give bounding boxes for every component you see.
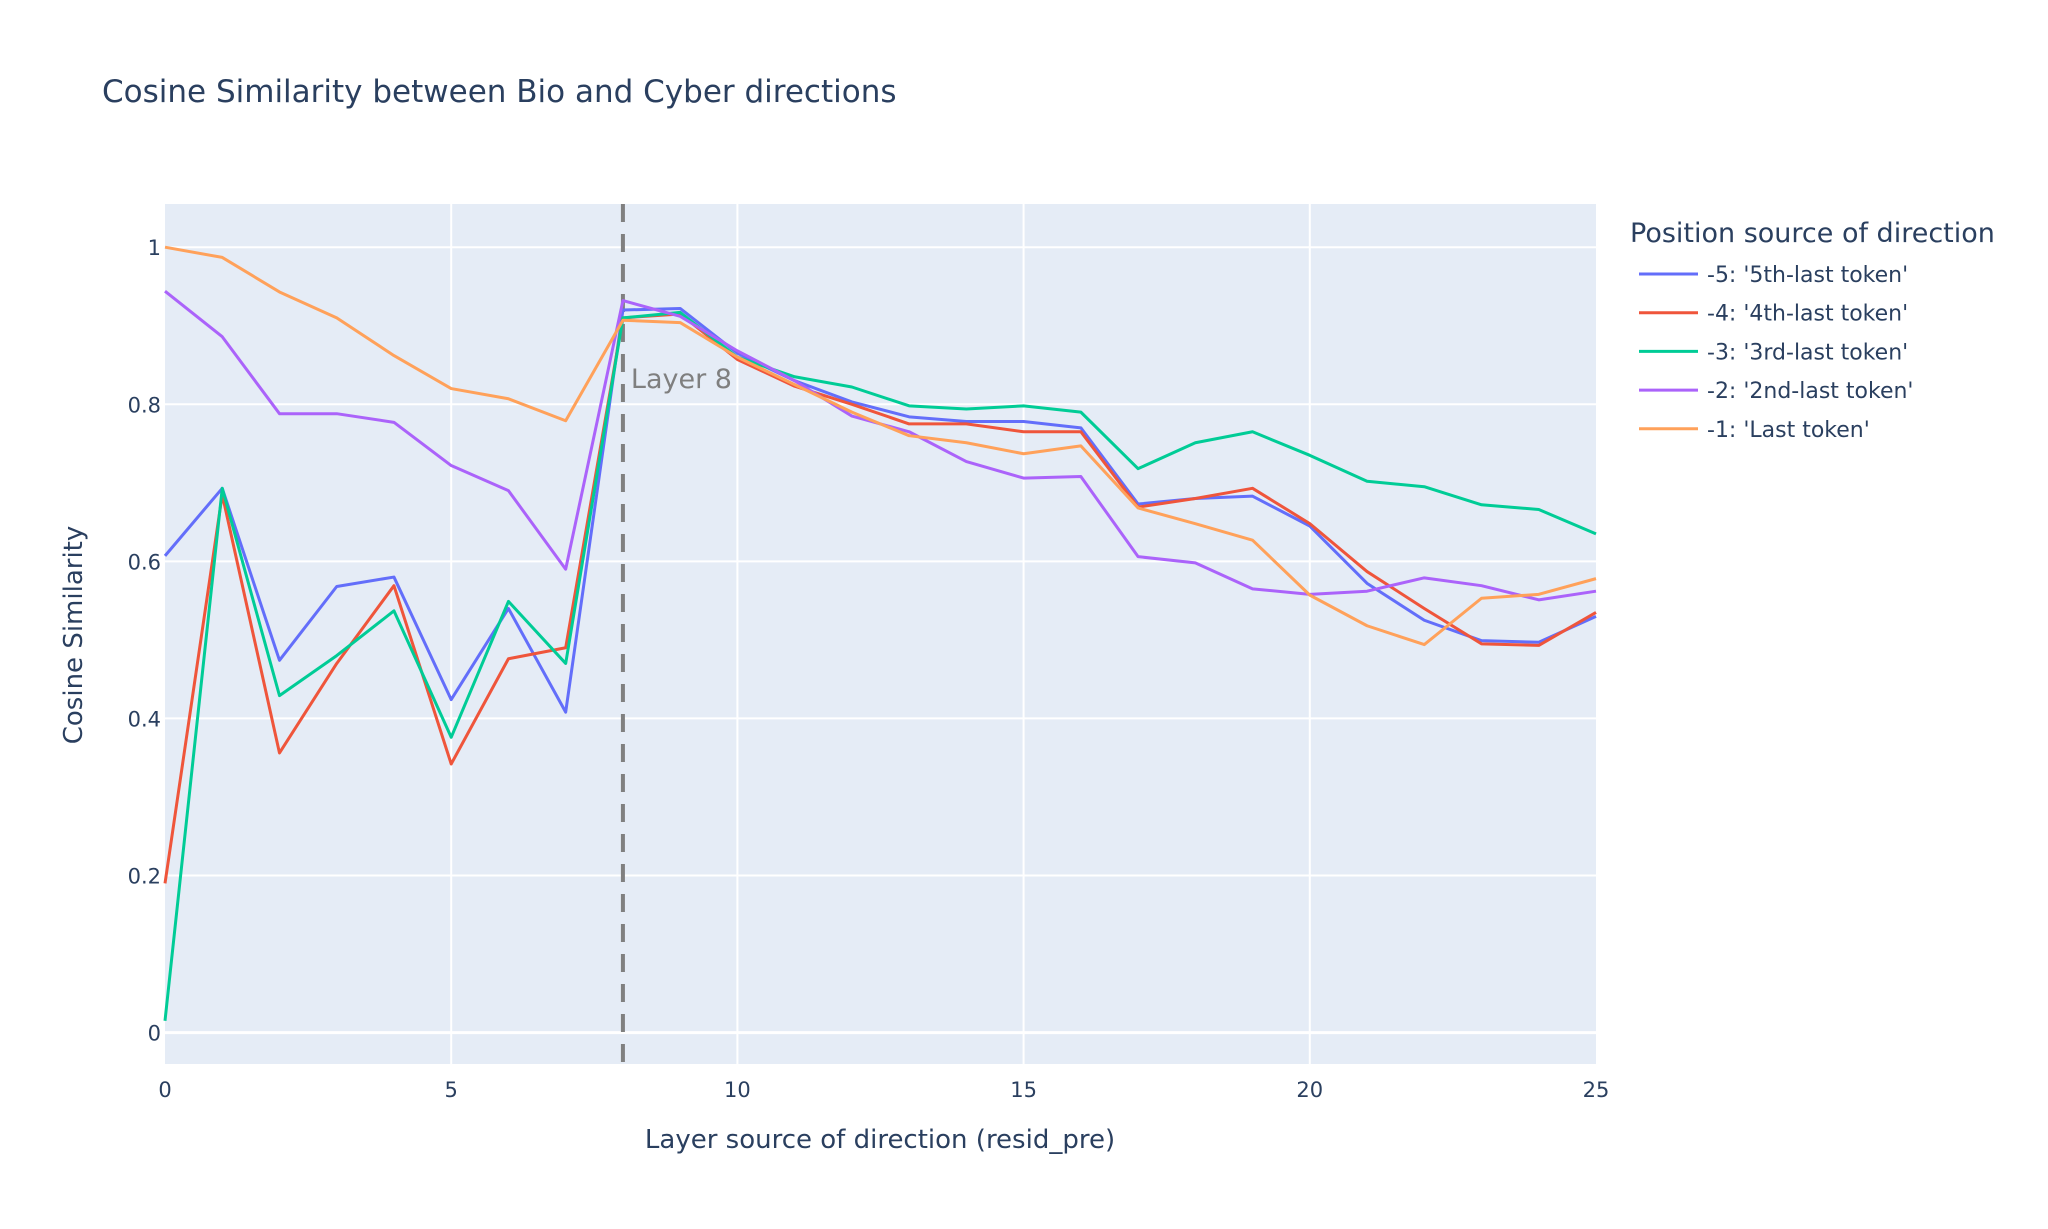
y-tick-label: 1 xyxy=(148,236,161,260)
legend-label: -1: 'Last token' xyxy=(1707,418,1870,443)
y-tick-label: 0.2 xyxy=(128,865,161,889)
y-tick-label: 0.6 xyxy=(128,550,161,574)
series-line xyxy=(163,310,1597,1021)
y-axis-title: Cosine Similarity xyxy=(59,526,89,745)
series-line xyxy=(163,306,1597,714)
legend-item[interactable]: -4: '4th-last token' xyxy=(1639,302,1908,327)
x-axis-title: Layer source of direction (resid_pre) xyxy=(645,1125,1115,1155)
legend-item[interactable]: -2: '2nd-last token' xyxy=(1639,379,1913,404)
plot-background xyxy=(165,204,1596,1064)
y-tick-label: 0 xyxy=(148,1022,161,1046)
legend-label: -3: '3rd-last token' xyxy=(1707,340,1908,365)
tick-labels: 0 5 10 15 20 25 0 0.2 0.4 0.6 0.8 1 xyxy=(128,236,1610,1102)
legend-item[interactable]: -5: '5th-last token' xyxy=(1639,263,1908,288)
x-tick-label: 10 xyxy=(724,1078,751,1102)
legend-label: -2: '2nd-last token' xyxy=(1707,379,1913,404)
series-lines xyxy=(163,245,1597,1021)
x-tick-label: 15 xyxy=(1010,1078,1037,1102)
y-tick-label: 0.8 xyxy=(128,393,161,417)
x-tick-label: 5 xyxy=(445,1078,458,1102)
legend-title: Position source of direction xyxy=(1630,218,1995,249)
legend-label: -4: '4th-last token' xyxy=(1707,302,1908,327)
legend: Position source of direction -5: '5th-la… xyxy=(1630,218,1995,443)
gridlines xyxy=(165,204,1596,1064)
series-line xyxy=(163,312,1597,884)
x-tick-label: 25 xyxy=(1583,1078,1610,1102)
y-tick-label: 0.4 xyxy=(128,707,161,731)
legend-label: -5: '5th-last token' xyxy=(1707,263,1908,288)
legend-item[interactable]: -3: '3rd-last token' xyxy=(1639,340,1908,365)
annotation-label: Layer 8 xyxy=(631,364,732,395)
series-line xyxy=(164,245,1597,647)
x-tick-label: 20 xyxy=(1296,1078,1323,1102)
annotation-layer-8: Layer 8 xyxy=(620,204,732,1064)
x-tick-label: 0 xyxy=(158,1078,171,1102)
chart-title: Cosine Similarity between Bio and Cyber … xyxy=(102,74,897,110)
legend-item[interactable]: -1: 'Last token' xyxy=(1639,418,1870,443)
